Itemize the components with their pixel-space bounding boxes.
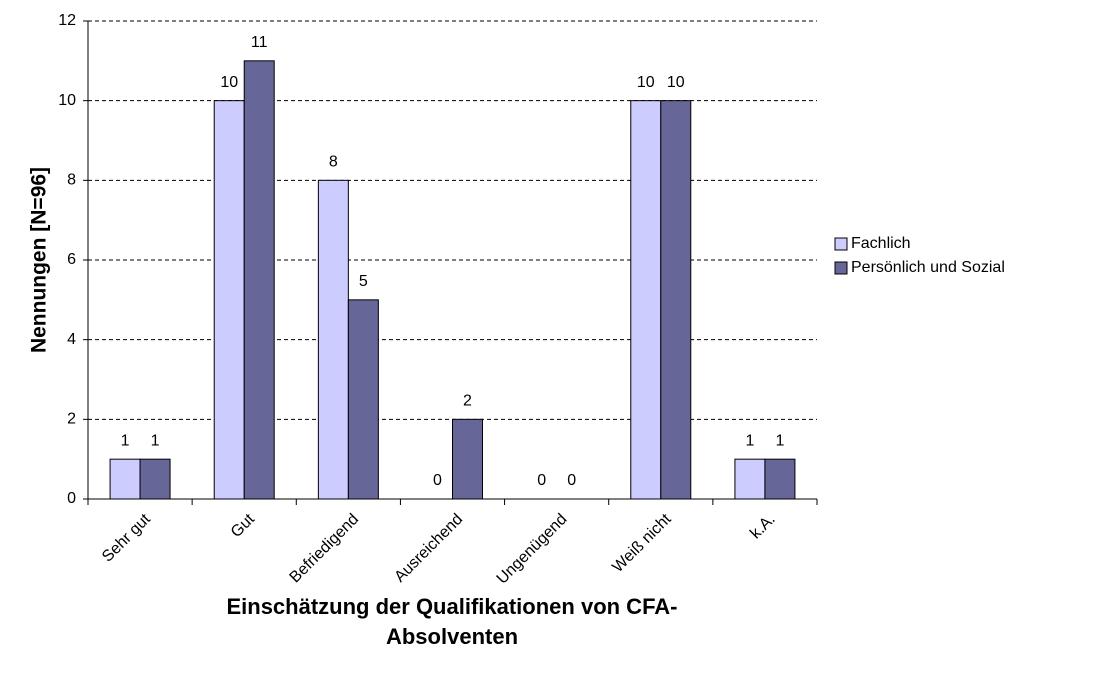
value-label: 5 [359, 273, 368, 290]
bar [660, 100, 692, 500]
x-axis-title: Einschätzung der Qualifikationen von CFA… [226, 594, 678, 649]
legend-label: Persönlich und Sozial [851, 259, 1005, 276]
bar [213, 100, 245, 500]
x-tick-label: Sehr gut [99, 510, 154, 565]
value-label: 1 [745, 432, 754, 449]
value-label: 11 [251, 34, 268, 51]
x-tick-label: k.A. [747, 511, 779, 543]
legend-swatch [834, 261, 848, 275]
value-label: 0 [537, 472, 546, 489]
value-label: 1 [121, 432, 130, 449]
y-axis-title: Nennungen [N=96] [28, 167, 51, 353]
bar [109, 458, 141, 500]
x-tick-label: Ungenügend [494, 511, 571, 588]
value-label: 10 [637, 74, 655, 91]
x-tick-label: Gut [228, 510, 259, 541]
legend-label: Fachlich [851, 235, 911, 252]
bar [317, 179, 349, 500]
value-label: 0 [567, 472, 576, 489]
value-label: 0 [433, 472, 442, 489]
value-label: 10 [667, 74, 685, 91]
value-label: 10 [220, 74, 238, 91]
value-label: 1 [151, 432, 160, 449]
y-tick-label: 4 [67, 331, 76, 348]
y-tick-label: 12 [58, 12, 76, 29]
x-tick-label: Weiß nicht [609, 510, 675, 576]
y-tick-label: 8 [67, 172, 76, 189]
legend-swatch [834, 237, 848, 251]
value-label: 2 [463, 393, 472, 410]
value-label: 8 [329, 154, 338, 171]
bar [764, 458, 796, 500]
y-tick-label: 2 [67, 411, 76, 428]
bar [452, 418, 483, 500]
bar [139, 458, 171, 500]
bar [734, 458, 766, 500]
y-tick-label: 6 [67, 251, 76, 268]
bar [347, 299, 379, 500]
x-tick-label: Ausreichend [391, 511, 466, 586]
y-tick-label: 0 [67, 490, 76, 507]
y-tick-label: 10 [58, 92, 76, 109]
bar [630, 100, 662, 500]
bar [243, 60, 275, 500]
value-label: 1 [775, 432, 784, 449]
x-tick-label: Befriedigend [287, 511, 363, 587]
